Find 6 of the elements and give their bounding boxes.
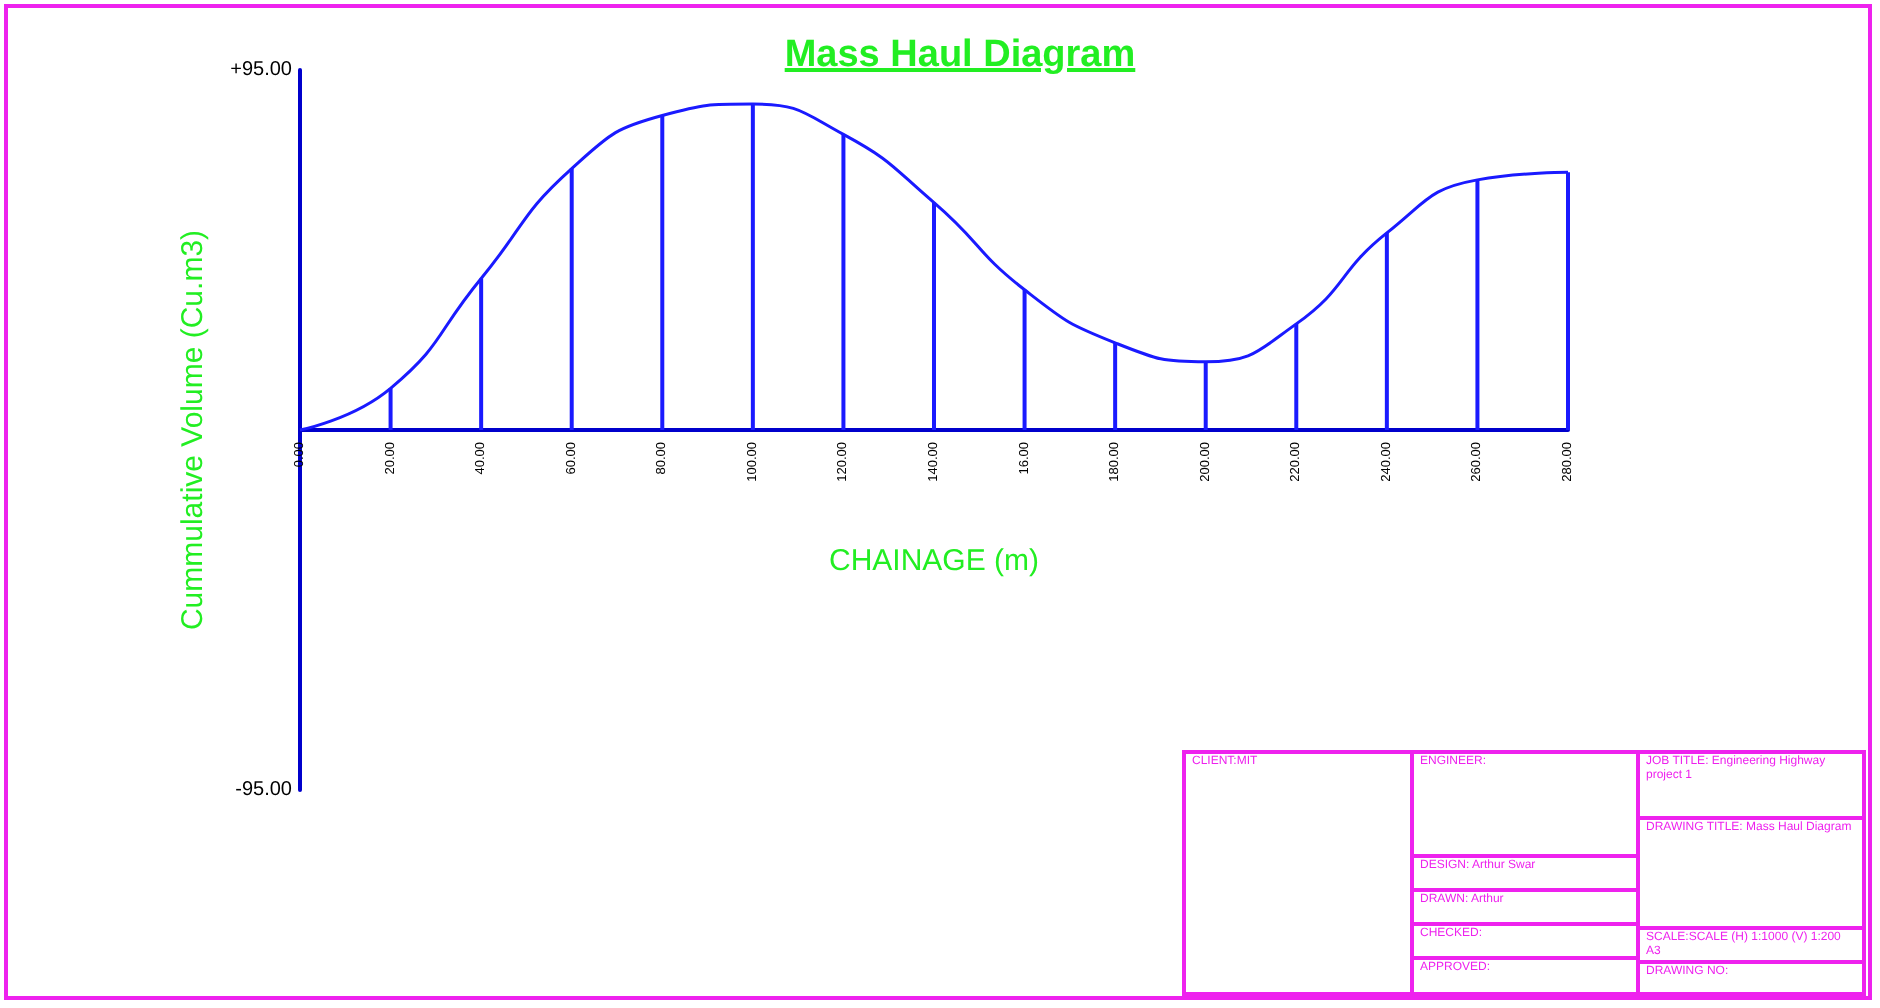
y-tick-label: -95.00 bbox=[235, 779, 293, 801]
chart-title: Mass Haul Diagram bbox=[784, 34, 1136, 76]
y-tick-label: +95.00 bbox=[230, 59, 293, 81]
line-series bbox=[298, 102, 1570, 432]
y-axis-title: Cummulative Volume (Cu.m3) bbox=[176, 229, 211, 631]
x-axis-title: CHAINAGE (m) bbox=[829, 544, 1040, 578]
